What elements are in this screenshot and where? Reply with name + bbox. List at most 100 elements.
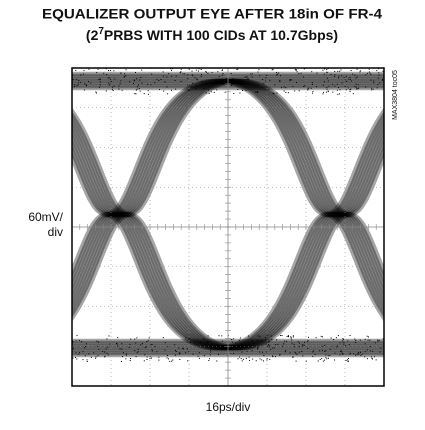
noise-dot (117, 346, 118, 347)
noise-dot (263, 360, 264, 361)
noise-dot (344, 77, 345, 78)
noise-dot (206, 92, 207, 93)
noise-dot (291, 338, 292, 339)
noise-dot (114, 79, 115, 80)
noise-dot (207, 73, 208, 74)
noise-dot (242, 360, 243, 361)
noise-dot (343, 342, 344, 343)
noise-dot (308, 337, 309, 338)
noise-dot (257, 84, 258, 85)
noise-dot (120, 83, 121, 84)
noise-dot (156, 79, 157, 80)
noise-dot (137, 86, 138, 87)
noise-dot (304, 85, 305, 86)
noise-dot (199, 358, 200, 359)
noise-dot (262, 352, 263, 353)
noise-dot (269, 80, 270, 81)
noise-dot (356, 84, 357, 85)
noise-dot (365, 339, 366, 340)
noise-dot (307, 89, 308, 90)
noise-dot (95, 356, 96, 357)
noise-dot (167, 86, 168, 87)
noise-dot (370, 73, 371, 74)
noise-dot (382, 79, 383, 80)
noise-dot (281, 335, 282, 336)
noise-dot (340, 89, 341, 90)
noise-dot (348, 87, 349, 88)
noise-dot (323, 92, 324, 93)
noise-dot (152, 350, 153, 351)
noise-dot (369, 69, 370, 70)
noise-dot (288, 336, 289, 337)
noise-dot (320, 359, 321, 360)
noise-dot (322, 336, 323, 337)
noise-dot (233, 78, 234, 79)
noise-dot (108, 70, 109, 71)
noise-dot (371, 88, 372, 89)
noise-dot (235, 342, 236, 343)
noise-dot (78, 80, 79, 81)
falling-edge (216, 81, 425, 348)
noise-dot (339, 354, 340, 355)
noise-dot (307, 348, 308, 349)
noise-dot (301, 351, 302, 352)
noise-dot (337, 90, 338, 91)
noise-dot (326, 92, 327, 93)
noise-dot (107, 347, 108, 348)
noise-dot (296, 354, 297, 355)
noise-dot (303, 77, 304, 78)
noise-dot (257, 72, 258, 73)
noise-dot (100, 81, 101, 82)
noise-dot (373, 80, 374, 81)
noise-dot (146, 346, 147, 347)
noise-dot (231, 73, 232, 74)
noise-dot (354, 75, 355, 76)
noise-dot (279, 80, 280, 81)
noise-dot (248, 79, 249, 80)
noise-dot (345, 86, 346, 87)
noise-dot (292, 86, 293, 87)
noise-dot (122, 90, 123, 91)
noise-dot (231, 85, 232, 86)
noise-dot (343, 339, 344, 340)
noise-dot (231, 345, 232, 346)
noise-dot (237, 89, 238, 90)
noise-dot (296, 70, 297, 71)
noise-dot (87, 361, 88, 362)
noise-dot (281, 87, 282, 88)
noise-dot (367, 336, 368, 337)
noise-dot (332, 84, 333, 85)
noise-dot (323, 361, 324, 362)
noise-dot (129, 81, 130, 82)
noise-dot (73, 348, 74, 349)
noise-dot (272, 69, 273, 70)
noise-dot (244, 77, 245, 78)
noise-dot (328, 80, 329, 81)
noise-dot (259, 336, 260, 337)
noise-dot (216, 361, 217, 362)
noise-dot (114, 86, 115, 87)
noise-dot (304, 345, 305, 346)
noise-dot (252, 76, 253, 77)
noise-dot (217, 71, 218, 72)
noise-dot (299, 352, 300, 353)
noise-dot (122, 356, 123, 357)
noise-dot (120, 348, 121, 349)
noise-dot (220, 348, 221, 349)
noise-dot (211, 91, 212, 92)
noise-dot (165, 342, 166, 343)
noise-dot (140, 344, 141, 345)
noise-dot (176, 351, 177, 352)
noise-dot (175, 350, 176, 351)
noise-dot (262, 79, 263, 80)
noise-dot (325, 350, 326, 351)
noise-dot (140, 91, 141, 92)
noise-dot (210, 351, 211, 352)
noise-dot (338, 77, 339, 78)
noise-dot (375, 342, 376, 343)
noise-dot (191, 86, 192, 87)
noise-dot (336, 337, 337, 338)
falling-edge (0, 81, 17, 348)
noise-dot (324, 360, 325, 361)
noise-dot (367, 73, 368, 74)
